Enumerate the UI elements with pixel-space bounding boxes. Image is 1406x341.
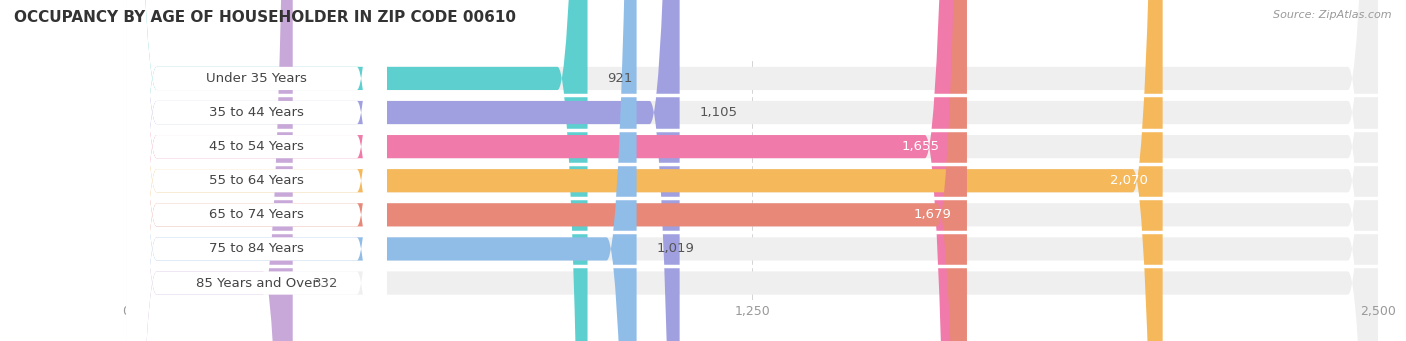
FancyBboxPatch shape bbox=[127, 0, 1378, 341]
Text: 1,679: 1,679 bbox=[914, 208, 952, 221]
Text: 1,105: 1,105 bbox=[700, 106, 738, 119]
FancyBboxPatch shape bbox=[127, 0, 588, 341]
Text: 332: 332 bbox=[312, 277, 339, 290]
FancyBboxPatch shape bbox=[127, 0, 1378, 341]
FancyBboxPatch shape bbox=[127, 0, 1378, 341]
FancyBboxPatch shape bbox=[127, 0, 1378, 341]
FancyBboxPatch shape bbox=[127, 0, 387, 341]
FancyBboxPatch shape bbox=[127, 0, 387, 341]
FancyBboxPatch shape bbox=[127, 0, 967, 341]
FancyBboxPatch shape bbox=[127, 0, 387, 341]
FancyBboxPatch shape bbox=[127, 0, 955, 341]
Text: 65 to 74 Years: 65 to 74 Years bbox=[209, 208, 304, 221]
FancyBboxPatch shape bbox=[127, 0, 1378, 341]
FancyBboxPatch shape bbox=[127, 0, 679, 341]
Text: OCCUPANCY BY AGE OF HOUSEHOLDER IN ZIP CODE 00610: OCCUPANCY BY AGE OF HOUSEHOLDER IN ZIP C… bbox=[14, 10, 516, 25]
FancyBboxPatch shape bbox=[127, 0, 292, 341]
FancyBboxPatch shape bbox=[127, 0, 1378, 341]
FancyBboxPatch shape bbox=[127, 0, 387, 341]
Text: 1,655: 1,655 bbox=[901, 140, 939, 153]
Text: Under 35 Years: Under 35 Years bbox=[207, 72, 307, 85]
Text: 35 to 44 Years: 35 to 44 Years bbox=[209, 106, 304, 119]
FancyBboxPatch shape bbox=[127, 0, 1163, 341]
FancyBboxPatch shape bbox=[127, 0, 637, 341]
FancyBboxPatch shape bbox=[127, 0, 387, 341]
Text: 45 to 54 Years: 45 to 54 Years bbox=[209, 140, 304, 153]
Text: 1,019: 1,019 bbox=[657, 242, 695, 255]
FancyBboxPatch shape bbox=[127, 0, 387, 341]
Text: 75 to 84 Years: 75 to 84 Years bbox=[209, 242, 304, 255]
FancyBboxPatch shape bbox=[127, 0, 387, 341]
FancyBboxPatch shape bbox=[127, 0, 1378, 341]
Text: 2,070: 2,070 bbox=[1109, 174, 1147, 187]
Text: Source: ZipAtlas.com: Source: ZipAtlas.com bbox=[1274, 10, 1392, 20]
Text: 921: 921 bbox=[607, 72, 633, 85]
Text: 85 Years and Over: 85 Years and Over bbox=[195, 277, 318, 290]
Text: 55 to 64 Years: 55 to 64 Years bbox=[209, 174, 304, 187]
